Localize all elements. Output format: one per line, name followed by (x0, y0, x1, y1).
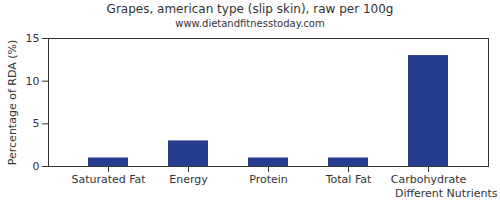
svg-text:10: 10 (26, 75, 40, 88)
svg-text:15: 15 (26, 32, 40, 45)
html-text:Grapes, american type (slip sk: Grapes, american type (slip skin), raw p… (106, 2, 394, 16)
svg-text:Carbohydrate: Carbohydrate (391, 173, 467, 186)
svg-text:Percentage of RDA (%): Percentage of RDA (%) (6, 40, 19, 165)
svg-text:Different Nutrients: Different Nutrients (395, 187, 498, 200)
svg-text:Saturated Fat: Saturated Fat (71, 173, 146, 186)
svg-text:Energy: Energy (169, 173, 208, 186)
svg-text:5: 5 (33, 117, 40, 130)
svg-text:Protein: Protein (249, 173, 288, 186)
svg-text:0: 0 (33, 160, 40, 173)
html-text:www.dietandfitnesstoday.com: www.dietandfitnesstoday.com (175, 18, 325, 29)
svg-text:Total Fat: Total Fat (325, 173, 372, 186)
